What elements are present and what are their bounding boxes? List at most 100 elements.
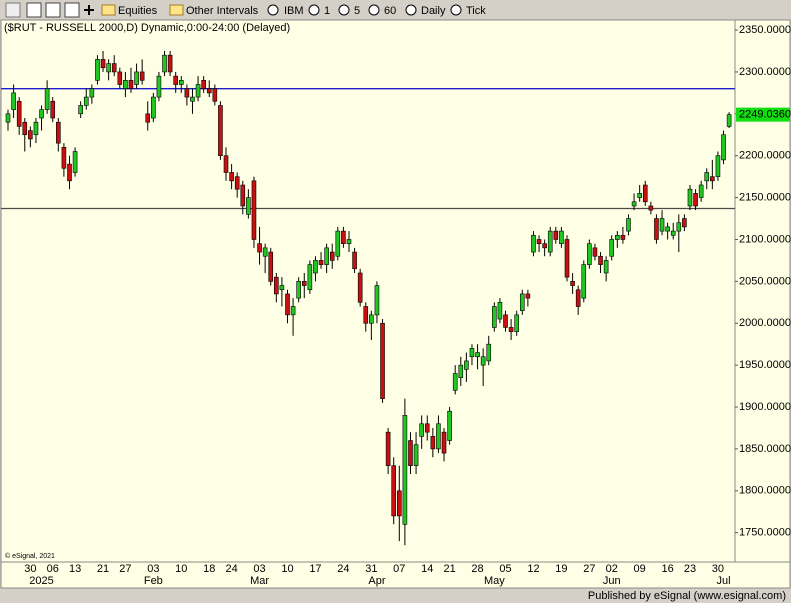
toolbar-item[interactable]: Daily (421, 5, 446, 17)
interval-icon[interactable] (405, 4, 417, 16)
candle-body (56, 121, 61, 144)
toolbar-item[interactable]: 1 (324, 5, 330, 17)
candle-body (659, 218, 665, 232)
candle-body (682, 218, 687, 228)
candle-body (296, 281, 301, 299)
y-tick-label: 2200.0000 (739, 150, 791, 162)
x-tick-label: 10 (281, 563, 293, 575)
tool-icon[interactable] (64, 2, 80, 18)
candle-body (106, 63, 111, 73)
candle-body (111, 63, 117, 73)
candle-body (89, 88, 95, 98)
candle-body (78, 105, 83, 115)
tool-icon[interactable] (26, 2, 42, 18)
candle-body (190, 96, 195, 102)
candle-body (559, 230, 564, 244)
candle-body (352, 251, 357, 270)
candle-body (631, 201, 637, 207)
candle-body (581, 264, 587, 299)
x-tick-label: 24 (337, 563, 349, 575)
x-tick-label: 03 (147, 563, 159, 575)
candle-body (201, 80, 206, 89)
candle-body (139, 71, 145, 81)
folder-icon[interactable] (169, 4, 184, 16)
candle-body (497, 302, 503, 320)
candle-body (402, 415, 408, 525)
candle-body (240, 184, 246, 207)
candle-body (251, 180, 257, 240)
x-tick-label: 07 (393, 563, 405, 575)
candle-body (363, 306, 369, 324)
toolbar-item[interactable]: Equities (118, 5, 158, 17)
toolbar-item[interactable]: IBM (284, 5, 304, 17)
symbol-icon[interactable] (267, 4, 279, 16)
candle-body (72, 151, 78, 173)
candle-body (329, 251, 335, 261)
toolbar-item[interactable]: 5 (354, 5, 360, 17)
x-month-label: Jul (716, 575, 730, 587)
watermark: © eSignal, 2021 (5, 552, 55, 560)
interval-icon[interactable] (368, 4, 380, 16)
toolbar-item[interactable]: Tick (466, 5, 486, 17)
tool-icon[interactable] (5, 2, 21, 18)
candle-body (206, 88, 212, 94)
candle-body (469, 348, 475, 358)
candle-body (151, 96, 156, 119)
tool-icon[interactable] (45, 2, 61, 18)
x-month-label: Mar (250, 575, 269, 587)
candle-body (620, 234, 626, 240)
x-tick-label: 23 (684, 563, 696, 575)
x-tick-label: 03 (253, 563, 265, 575)
candle-body (128, 80, 134, 89)
candle-body (223, 155, 229, 173)
candle-body (396, 490, 402, 517)
candle-body (704, 172, 710, 182)
x-tick-label: 21 (97, 563, 109, 575)
candle-body (262, 247, 268, 257)
x-month-label: May (484, 575, 505, 587)
candle-body (715, 155, 721, 177)
x-tick-label: 10 (175, 563, 187, 575)
x-tick-label: 09 (634, 563, 646, 575)
candle-body (536, 239, 542, 244)
candle-body (609, 239, 615, 257)
candle-body (654, 218, 659, 240)
folder-icon[interactable] (101, 4, 116, 16)
candle-body (424, 423, 430, 433)
x-tick-label: 31 (365, 563, 377, 575)
tool-icon[interactable] (84, 5, 94, 15)
candle-body (637, 193, 642, 198)
toolbar-item[interactable]: 60 (384, 5, 396, 17)
x-tick-label: 19 (555, 563, 567, 575)
interval-icon[interactable] (338, 4, 350, 16)
candle-body (553, 230, 559, 240)
candle-body (257, 243, 262, 253)
candle-body (419, 423, 424, 437)
candle-body (648, 205, 654, 211)
candle-body (50, 100, 56, 119)
candle-body (83, 96, 89, 106)
candle-body (145, 113, 151, 123)
toolbar-item[interactable]: Other Intervals (186, 5, 259, 17)
candle-body (167, 54, 173, 73)
candle-body (290, 306, 296, 316)
x-tick-label: 27 (583, 563, 595, 575)
candle-body (542, 243, 547, 249)
interval-icon[interactable] (308, 4, 320, 16)
candle-body (274, 276, 279, 295)
candle-body (698, 184, 704, 198)
x-tick-label: 24 (225, 563, 237, 575)
candle-body (218, 105, 223, 157)
candle-body (570, 281, 575, 286)
candle-body (603, 260, 609, 274)
last-price-label: 2249.0360 (739, 109, 791, 121)
candle-body (307, 264, 313, 291)
candle-body (134, 71, 139, 85)
candle-body (16, 100, 22, 127)
interval-icon[interactable] (450, 4, 462, 16)
y-tick-label: 2300.0000 (739, 66, 791, 78)
x-tick-label: 14 (421, 563, 433, 575)
candle-body (195, 84, 201, 98)
